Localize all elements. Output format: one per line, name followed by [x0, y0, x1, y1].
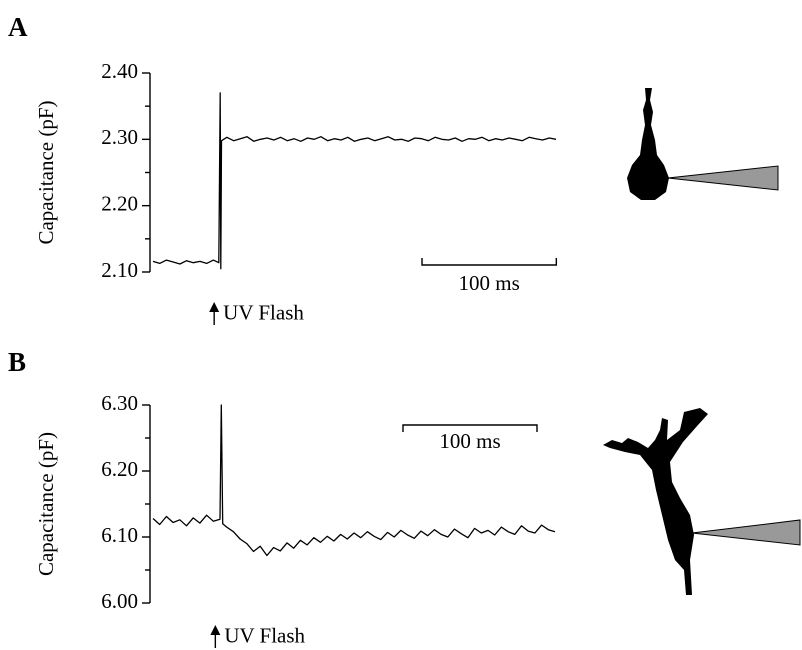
y-axis-label: Capacitance (pF) — [34, 432, 58, 576]
y-tick-label: 6.00 — [101, 589, 138, 613]
flash-label: UV Flash — [223, 300, 304, 324]
y-tick-label: 6.20 — [101, 457, 138, 481]
cell-illustration-b — [603, 408, 801, 595]
trace — [152, 404, 556, 557]
y-axis-label: Capacitance (pF) — [34, 100, 58, 244]
scale-bar-label: 100 ms — [459, 271, 520, 295]
y-tick-label: 6.10 — [101, 523, 138, 547]
scale-bar-label: 100 ms — [439, 429, 500, 453]
scale-bar — [421, 258, 558, 266]
y-tick-label: 2.10 — [101, 258, 138, 282]
scale-bar — [402, 424, 538, 432]
y-tick-label: 2.30 — [101, 125, 138, 149]
panel-label: A — [8, 12, 28, 42]
trace — [152, 92, 557, 270]
flash-label: UV Flash — [224, 623, 305, 647]
flash-arrow-head — [210, 625, 221, 635]
flash-arrow-head — [209, 302, 220, 312]
y-tick-label: 2.20 — [101, 191, 138, 215]
cell-illustration-a — [627, 88, 779, 200]
y-tick-label: 2.40 — [101, 59, 138, 83]
y-tick-label: 6.30 — [101, 391, 138, 415]
panel-label: B — [8, 347, 26, 377]
